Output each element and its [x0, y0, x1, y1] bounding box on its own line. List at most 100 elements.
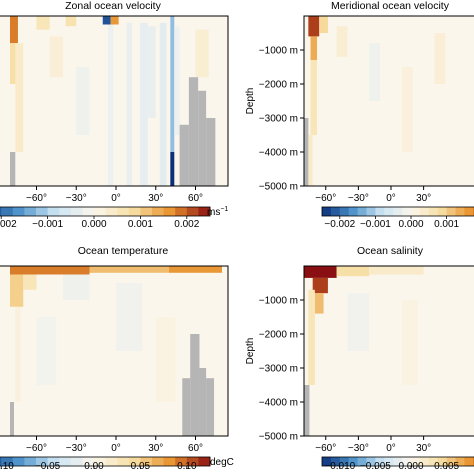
colorbar-segment — [117, 457, 130, 466]
colorbar-segment — [375, 207, 385, 216]
colorbar-tick-label: −0.10 — [0, 461, 14, 472]
heatmap-cell — [310, 60, 318, 136]
colorbar-segment — [411, 207, 421, 216]
colorbar-segment — [0, 457, 2, 466]
heatmap-background — [304, 266, 474, 436]
heatmap-cell — [170, 152, 175, 186]
heatmap-cell — [312, 277, 328, 294]
heatmap-cell — [369, 43, 381, 101]
colorbar-unit: degC — [210, 457, 234, 468]
x-tick-label: −60° — [26, 193, 47, 204]
colorbar-segment — [411, 457, 421, 466]
colorbar-tick-label: −0.005 — [360, 461, 391, 472]
colorbar-segment — [0, 207, 2, 216]
heatmap-cell — [308, 289, 315, 385]
colorbar-segment — [455, 457, 465, 466]
plot-frame — [0, 265, 229, 437]
land-mask — [190, 334, 200, 436]
x-tick-label: 60° — [188, 443, 203, 454]
heatmap-cell — [401, 300, 419, 385]
heatmap-cell — [147, 26, 156, 119]
x-tick-label: 30° — [416, 443, 431, 454]
colorbar-tick-label: 0.000 — [398, 219, 423, 230]
heatmap-cell — [139, 22, 148, 186]
land-mask — [179, 124, 189, 186]
heatmap-cell — [170, 16, 175, 152]
x-tick-label: 0° — [111, 193, 121, 204]
heatmap-cell — [308, 16, 320, 37]
heatmap-cell — [89, 266, 169, 273]
x-axis: −60° −30° 0° 30° — [315, 186, 431, 204]
land-mask — [206, 378, 215, 436]
colorbar-segment — [24, 207, 37, 216]
colorbar-segment — [186, 457, 199, 466]
x-tick-label: −30° — [348, 193, 369, 204]
land-mask — [10, 402, 14, 436]
colorbar-segment — [163, 457, 176, 466]
colorbar-tick-label: 0.002 — [174, 219, 199, 230]
colorbar-segment — [175, 457, 188, 466]
colorbar-segment — [375, 457, 385, 466]
colorbar-segment — [419, 457, 430, 466]
x-tick-label: −30° — [348, 443, 369, 454]
heatmap-cell — [336, 266, 370, 277]
colorbar: −0.002 −0.001 0.000 0.001 — [321, 206, 474, 230]
panel-meridional-velocity: Meridional ocean velocity Depth −1000 m−… — [245, 0, 474, 230]
panel-title: Ocean temperature — [78, 245, 169, 257]
colorbar-segment — [36, 207, 48, 216]
x-tick-label: −30° — [66, 443, 87, 454]
x-tick-label: 30° — [148, 193, 163, 204]
heatmap-cell — [347, 293, 370, 351]
land-mask — [199, 368, 207, 436]
y-tick-label: −2000 m — [259, 330, 298, 341]
colorbar-segment — [128, 457, 141, 466]
colorbar-tick-label: −0.001 — [32, 219, 63, 230]
y-tick-label: −5000 m — [259, 182, 298, 193]
colorbar-segment — [402, 457, 412, 466]
panel-zonal-velocity: Zonal ocean velocity −60° −30° 0° 30° 60° −0… — [0, 0, 229, 230]
x-tick-label: −60° — [26, 443, 47, 454]
colorbar-tick-label: 0.05 — [131, 461, 151, 472]
colorbar-segment — [117, 207, 130, 216]
land-mask — [188, 77, 199, 186]
colorbar: −0.10 −0.05 0.00 0.05 0.10 degC — [0, 456, 234, 472]
colorbar-segment — [322, 457, 332, 466]
colorbar-segment — [437, 207, 447, 216]
x-tick-label: 30° — [148, 443, 163, 454]
colorbar-segment — [384, 207, 394, 216]
colorbar-segment — [36, 457, 48, 466]
heatmap-cell — [434, 33, 446, 84]
colorbar-unit: ms−1 — [207, 206, 228, 218]
colorbar-tick-label: −0.001 — [360, 219, 391, 230]
heatmap-cell — [110, 16, 119, 25]
colorbar-tick-label: −0.05 — [35, 461, 61, 472]
heatmap-cell — [36, 16, 50, 30]
heatmap-cell — [10, 266, 90, 275]
land-mask — [206, 118, 216, 186]
heatmap-cell — [126, 22, 132, 186]
colorbar-segment — [140, 207, 153, 216]
heatmap-cell — [49, 36, 63, 78]
heatmap-cell — [15, 306, 21, 402]
colorbar-tick-label: 0.005 — [434, 461, 459, 472]
y-tick-label: −5000 m — [259, 432, 298, 443]
heatmap-cell — [369, 266, 424, 275]
colorbar-segment — [12, 207, 25, 216]
y-axis-label: Depth — [245, 338, 256, 365]
x-tick-label: 0° — [386, 193, 396, 204]
y-axis-label: Depth — [245, 88, 256, 115]
colorbar-segment — [446, 207, 456, 216]
colorbar-segment — [47, 457, 60, 466]
colorbar-segment — [1, 457, 14, 466]
colorbar-tick-label: −0.002 — [324, 219, 355, 230]
colorbar-segment — [464, 207, 474, 216]
colorbar-segment — [198, 207, 211, 216]
colorbar-segment — [322, 207, 332, 216]
heatmap-background — [304, 16, 474, 186]
heatmap-cell — [308, 135, 313, 186]
colorbar-segment — [175, 207, 188, 216]
heatmap-cell — [15, 43, 24, 153]
colorbar-segment — [455, 207, 465, 216]
panel-title: Ocean salinity — [357, 245, 424, 257]
x-tick-label: −60° — [315, 443, 336, 454]
